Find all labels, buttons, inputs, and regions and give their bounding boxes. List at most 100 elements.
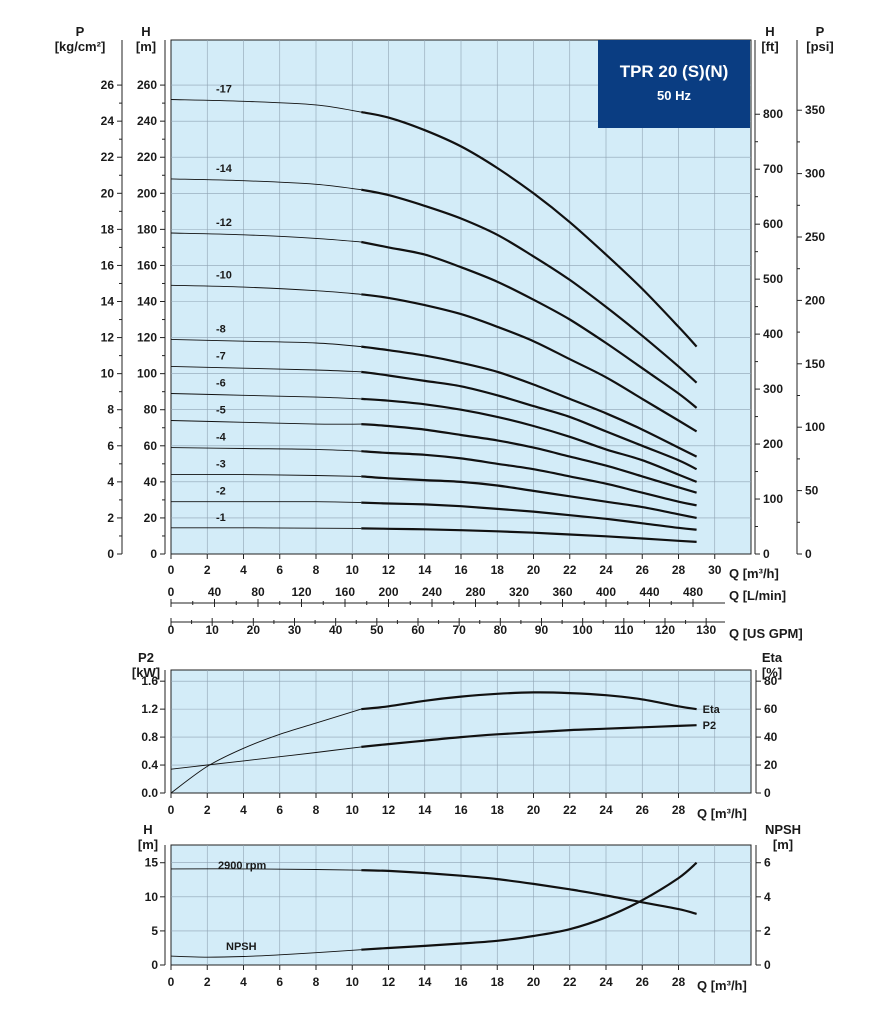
y-tick-label: 60 bbox=[764, 702, 778, 716]
y-tick-label: 1.2 bbox=[141, 702, 158, 716]
series-label: -10 bbox=[216, 269, 232, 281]
y-tick-label: 220 bbox=[137, 150, 157, 164]
axis-label-h-right: H bbox=[765, 24, 774, 39]
y-tick-label: 120 bbox=[137, 331, 157, 345]
x-tick-label: 14 bbox=[418, 563, 432, 577]
y-tick-label: 40 bbox=[764, 730, 778, 744]
y-tick-label: 200 bbox=[137, 186, 157, 200]
y-tick-label: 100 bbox=[805, 420, 825, 434]
series-line-stage-5-thin bbox=[170, 420, 362, 425]
x-tick-label: 28 bbox=[672, 803, 686, 817]
y-tick-label: 150 bbox=[805, 357, 825, 371]
x-axis-label: Q [m³/h] bbox=[697, 806, 747, 821]
x-tick-label: 18 bbox=[491, 563, 505, 577]
series-line-stage-2 bbox=[361, 501, 697, 531]
y-tick-label: 260 bbox=[137, 78, 157, 92]
y-tick-label: 12 bbox=[101, 331, 115, 345]
series-label: -17 bbox=[216, 84, 232, 96]
x-tick-label: 30 bbox=[708, 563, 722, 577]
axis-label-eta-unit: [%] bbox=[762, 665, 782, 680]
y-tick-label: 800 bbox=[763, 107, 783, 121]
x-tick-label: 2 bbox=[204, 803, 211, 817]
series-line-p2 bbox=[361, 724, 697, 748]
y-tick-label: 26 bbox=[101, 78, 115, 92]
x-tick-label: 26 bbox=[636, 975, 650, 989]
series-label: -3 bbox=[216, 459, 226, 471]
y-tick-label: 200 bbox=[805, 293, 825, 307]
series-line-2900-rpm-thin bbox=[170, 868, 362, 871]
y-tick-label: 14 bbox=[101, 295, 115, 309]
y-tick-label: 0 bbox=[764, 958, 771, 972]
series-line-p2-thin bbox=[170, 746, 362, 770]
axis-label-p-left-unit: [kg/cm²] bbox=[55, 39, 106, 54]
y-tick-label: 4 bbox=[107, 475, 114, 489]
series-line-stage-5 bbox=[361, 423, 697, 494]
y-tick-label: 2 bbox=[764, 924, 771, 938]
x-tick-label: 12 bbox=[382, 563, 396, 577]
series-line-stage-1-thin bbox=[171, 527, 362, 529]
y-tick-label: 22 bbox=[101, 150, 115, 164]
x-tick-label: 8 bbox=[313, 563, 320, 577]
x-tick-label: 0 bbox=[168, 803, 175, 817]
x-tick-label: 320 bbox=[509, 585, 529, 599]
x-tick-label: 440 bbox=[639, 585, 659, 599]
y-tick-label: 0 bbox=[151, 958, 158, 972]
series-line-stage-14 bbox=[361, 188, 698, 384]
axis-label-npsh: NPSH bbox=[765, 822, 801, 837]
x-tick-label: 40 bbox=[329, 623, 343, 637]
frequency-label: 50 Hz bbox=[657, 88, 691, 103]
axis-label-h: H bbox=[143, 822, 152, 837]
x-scale-m3h-label: Q [m³/h] bbox=[729, 566, 779, 581]
x-tick-label: 6 bbox=[276, 563, 283, 577]
x-tick-label: 16 bbox=[454, 975, 468, 989]
x-tick-label: 0 bbox=[168, 623, 175, 637]
y-tick-label: 1.6 bbox=[141, 674, 158, 688]
y-tick-label: 0 bbox=[805, 547, 812, 561]
x-tick-label: 4 bbox=[240, 563, 247, 577]
series-line-stage-1 bbox=[361, 527, 697, 543]
y-tick-label: 140 bbox=[137, 295, 157, 309]
y-tick-label: 0 bbox=[107, 547, 114, 561]
series-label: -4 bbox=[216, 432, 227, 444]
y-tick-label: 60 bbox=[144, 439, 158, 453]
x-tick-label: 6 bbox=[276, 975, 283, 989]
x-tick-label: 8 bbox=[313, 803, 320, 817]
y-tick-label: 0 bbox=[150, 547, 157, 561]
x-tick-label: 90 bbox=[535, 623, 549, 637]
x-tick-label: 480 bbox=[683, 585, 703, 599]
x-tick-label: 110 bbox=[614, 623, 634, 637]
x-tick-label: 10 bbox=[205, 623, 219, 637]
x-tick-label: 10 bbox=[346, 563, 360, 577]
x-tick-label: 80 bbox=[251, 585, 265, 599]
y-tick-label: 6 bbox=[107, 439, 114, 453]
y-tick-label: 160 bbox=[137, 258, 157, 272]
x-tick-label: 360 bbox=[552, 585, 572, 599]
series-line-stage-6 bbox=[361, 397, 698, 483]
x-tick-label: 0 bbox=[168, 563, 175, 577]
x-tick-label: 26 bbox=[636, 803, 650, 817]
x-tick-label: 6 bbox=[276, 803, 283, 817]
y-tick-label: 80 bbox=[144, 403, 158, 417]
series-line-stage-2-thin bbox=[171, 501, 362, 504]
y-tick-label: 500 bbox=[763, 272, 783, 286]
x-tick-label: 160 bbox=[335, 585, 355, 599]
y-tick-label: 300 bbox=[763, 382, 783, 396]
axis-label-p-left: P bbox=[76, 24, 85, 39]
y-tick-label: 10 bbox=[101, 367, 115, 381]
series-line-stage-14-thin bbox=[170, 178, 362, 191]
x-tick-label: 26 bbox=[636, 563, 650, 577]
series-label: -6 bbox=[216, 377, 226, 389]
y-tick-label: 15 bbox=[145, 856, 159, 870]
y-tick-label: 40 bbox=[144, 475, 158, 489]
y-tick-label: 240 bbox=[137, 114, 157, 128]
axis-label-eta: Eta bbox=[762, 650, 783, 665]
series-line-stage-17 bbox=[361, 111, 698, 348]
y-tick-label: 100 bbox=[763, 492, 783, 506]
x-tick-label: 80 bbox=[494, 623, 508, 637]
x-tick-label: 16 bbox=[454, 563, 468, 577]
series-line-stage-7-thin bbox=[170, 365, 362, 373]
axis-label-npsh-unit: [m] bbox=[773, 837, 793, 852]
